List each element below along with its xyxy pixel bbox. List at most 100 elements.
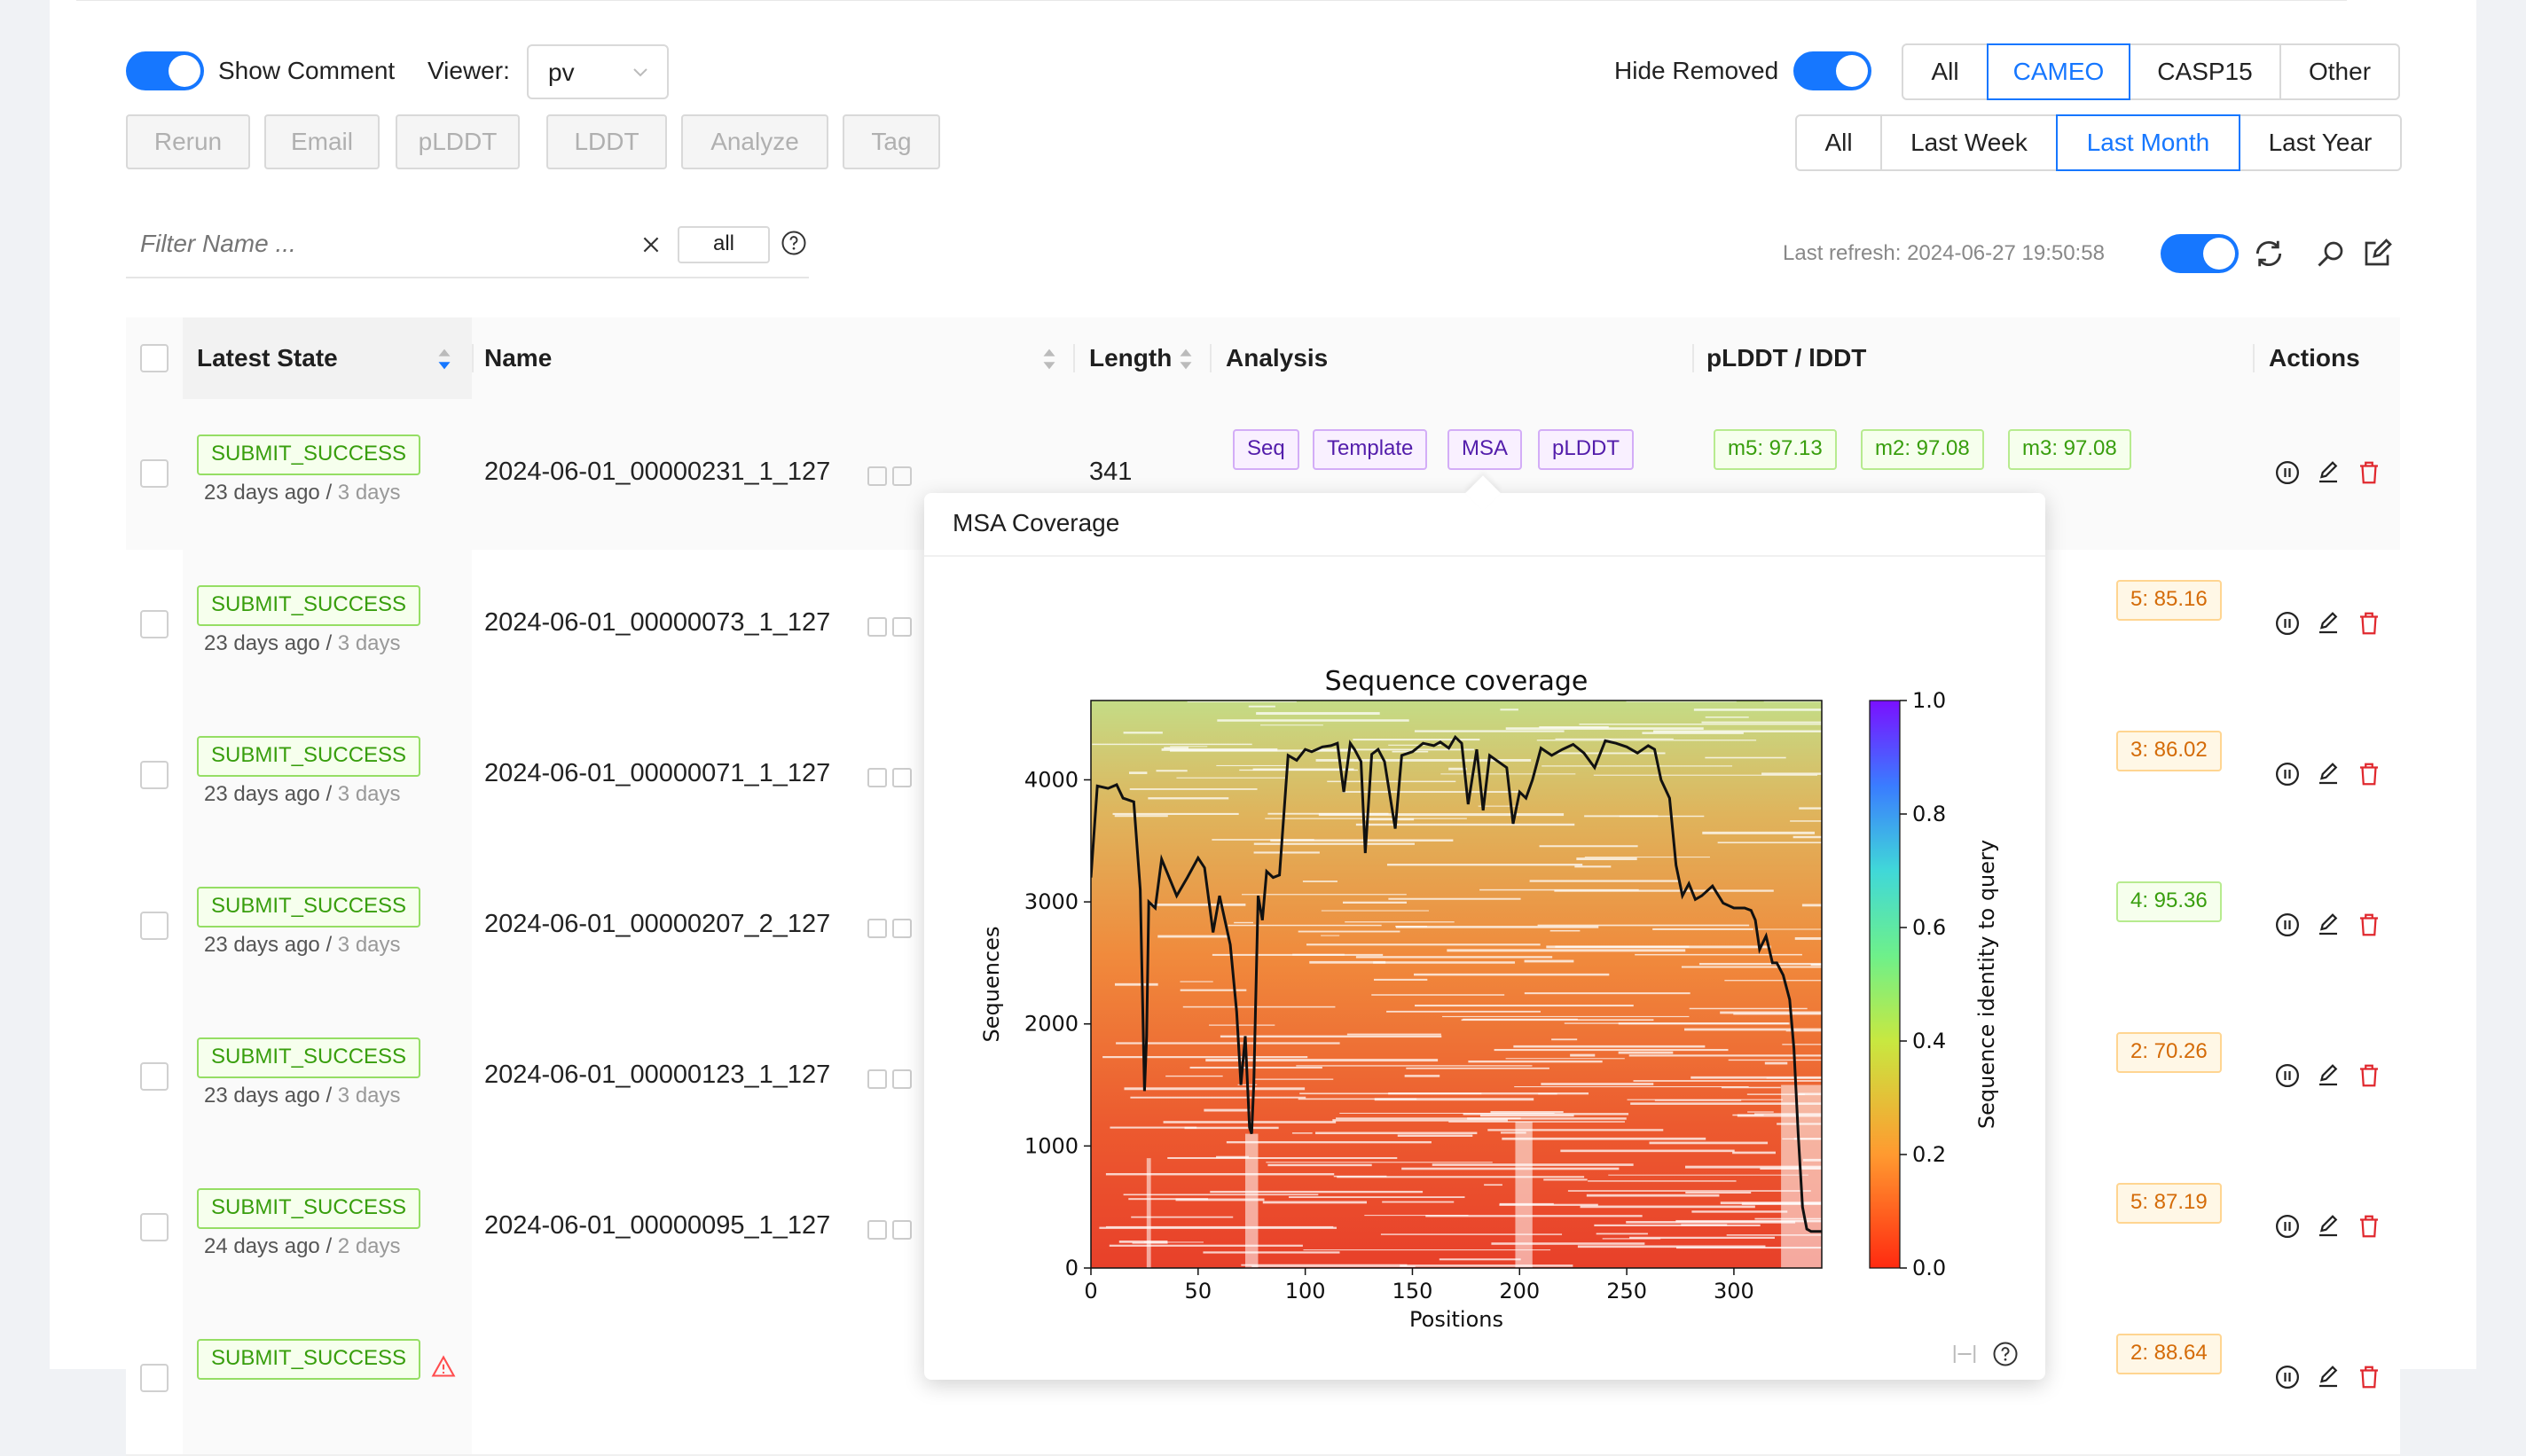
time-ago-text: 23 days ago (204, 1084, 320, 1108)
edit-name-icon[interactable] (892, 919, 912, 938)
row-name[interactable]: 2024-06-01_00000095_1_127 (484, 1211, 831, 1240)
filter-scope-button[interactable]: all (678, 226, 770, 263)
show-comment-toggle[interactable] (126, 51, 204, 90)
pause-icon[interactable] (2274, 912, 2301, 943)
score-tag: 4: 95.36 (2116, 881, 2222, 922)
row-checkbox[interactable] (140, 459, 169, 488)
source-filter-all[interactable]: All (1902, 43, 1989, 100)
time-ago: 24 days ago / 2 days (204, 1234, 401, 1258)
search-zoom-icon[interactable] (2313, 236, 2349, 271)
time-ago-text: 23 days ago (204, 782, 320, 806)
analysis-tag[interactable]: pLDDT (1538, 429, 1635, 470)
analysis-tag[interactable]: Template (1313, 429, 1428, 470)
fit-width-icon[interactable] (1951, 1342, 1978, 1370)
time-filter-all[interactable]: All (1795, 114, 1882, 171)
copy-icon[interactable] (867, 466, 887, 486)
edit-name-icon[interactable] (892, 768, 912, 787)
auto-refresh-toggle[interactable] (2161, 234, 2239, 273)
source-filter-other[interactable]: Other (2279, 43, 2400, 100)
row-checkbox[interactable] (140, 1364, 169, 1392)
email-button[interactable]: Email (264, 114, 380, 169)
copy-icon[interactable] (867, 617, 887, 637)
viewer-select[interactable]: pv (527, 44, 669, 99)
edit-icon[interactable] (2315, 1213, 2342, 1244)
analysis-tag[interactable]: Seq (1233, 429, 1299, 470)
row-name[interactable]: 2024-06-01_00000123_1_127 (484, 1061, 831, 1089)
msa-coverage-popover: MSA Coverage Sequence coverage 0 50 100 150 2… (924, 493, 2045, 1380)
clear-filter-icon[interactable] (635, 229, 667, 261)
delete-icon[interactable] (2356, 459, 2382, 490)
row-checkbox[interactable] (140, 761, 169, 789)
delete-icon[interactable] (2356, 1062, 2382, 1093)
source-filter-cameo[interactable]: CAMEO (1987, 43, 2130, 100)
table-header: Latest State Name Length Analysis pLDDT … (126, 317, 2400, 401)
row-name[interactable]: 2024-06-01_00000231_1_127 (484, 458, 831, 486)
row-checkbox[interactable] (140, 1062, 169, 1091)
edit-icon[interactable] (2315, 1364, 2342, 1395)
time-ago: 23 days ago / 3 days (204, 782, 401, 806)
pause-icon[interactable] (2274, 1062, 2301, 1093)
time-filter-last-year[interactable]: Last Year (2239, 114, 2402, 171)
duration-text: 3 days (337, 1084, 401, 1108)
sort-icon[interactable] (436, 348, 452, 375)
colorbar-tick-label: 0.6 (1912, 915, 1946, 940)
row-checkbox[interactable] (140, 912, 169, 940)
pause-icon[interactable] (2274, 761, 2301, 792)
plddt-button[interactable]: pLDDT (396, 114, 520, 169)
pause-icon[interactable] (2274, 610, 2301, 641)
edit-name-icon[interactable] (892, 1069, 912, 1089)
pause-icon[interactable] (2274, 459, 2301, 490)
time-ago: 23 days ago / 3 days (204, 933, 401, 957)
refresh-icon[interactable] (2251, 236, 2287, 271)
edit-name-icon[interactable] (892, 1220, 912, 1240)
copy-icon[interactable] (867, 919, 887, 938)
header-length[interactable]: Length (1089, 344, 1173, 372)
header-name[interactable]: Name (484, 344, 553, 372)
delete-icon[interactable] (2356, 761, 2382, 792)
filter-name-input[interactable] (138, 225, 639, 262)
copy-icon[interactable] (867, 768, 887, 787)
delete-icon[interactable] (2356, 912, 2382, 943)
popover-title: MSA Coverage (953, 509, 1120, 536)
delete-icon[interactable] (2356, 1213, 2382, 1244)
status-badge: SUBMIT_SUCCESS (197, 585, 421, 626)
lddt-button[interactable]: LDDT (546, 114, 667, 169)
pause-icon[interactable] (2274, 1213, 2301, 1244)
status-badge: SUBMIT_SUCCESS (197, 887, 421, 928)
row-checkbox[interactable] (140, 610, 169, 638)
edit-name-icon[interactable] (892, 466, 912, 486)
rerun-button[interactable]: Rerun (126, 114, 250, 169)
row-name[interactable]: 2024-06-01_00000207_2_127 (484, 910, 831, 938)
row-name[interactable]: 2024-06-01_00000073_1_127 (484, 608, 831, 637)
edit-icon[interactable] (2315, 610, 2342, 641)
help-icon[interactable] (779, 228, 809, 258)
sort-icon[interactable] (1041, 348, 1057, 375)
edit-icon[interactable] (2315, 761, 2342, 792)
hide-removed-label: Hide Removed (1614, 57, 1779, 84)
header-latest-state[interactable]: Latest State (197, 344, 338, 372)
row-actions (2274, 610, 2382, 641)
pause-icon[interactable] (2274, 1364, 2301, 1395)
analyze-button[interactable]: Analyze (681, 114, 828, 169)
copy-icon[interactable] (867, 1220, 887, 1240)
edit-icon[interactable] (2315, 1062, 2342, 1093)
select-all-checkbox[interactable] (140, 344, 169, 372)
edit-query-icon[interactable] (2359, 236, 2395, 271)
row-checkbox[interactable] (140, 1213, 169, 1241)
delete-icon[interactable] (2356, 1364, 2382, 1395)
time-filter-last-week[interactable]: Last Week (1880, 114, 2058, 171)
edit-name-icon[interactable] (892, 617, 912, 637)
help-icon[interactable] (1992, 1341, 2019, 1372)
row-name[interactable]: 2024-06-01_00000071_1_127 (484, 759, 831, 787)
sort-icon[interactable] (1178, 348, 1194, 375)
edit-icon[interactable] (2315, 459, 2342, 490)
tag-button[interactable]: Tag (843, 114, 940, 169)
delete-icon[interactable] (2356, 610, 2382, 641)
copy-icon[interactable] (867, 1069, 887, 1089)
hide-removed-toggle[interactable] (1793, 51, 1871, 90)
time-filter-last-month[interactable]: Last Month (2056, 114, 2240, 171)
source-filter-casp15[interactable]: CASP15 (2129, 43, 2281, 100)
analysis-tag[interactable]: MSA (1447, 429, 1523, 470)
edit-icon[interactable] (2315, 912, 2342, 943)
duration-text: 3 days (337, 933, 401, 957)
